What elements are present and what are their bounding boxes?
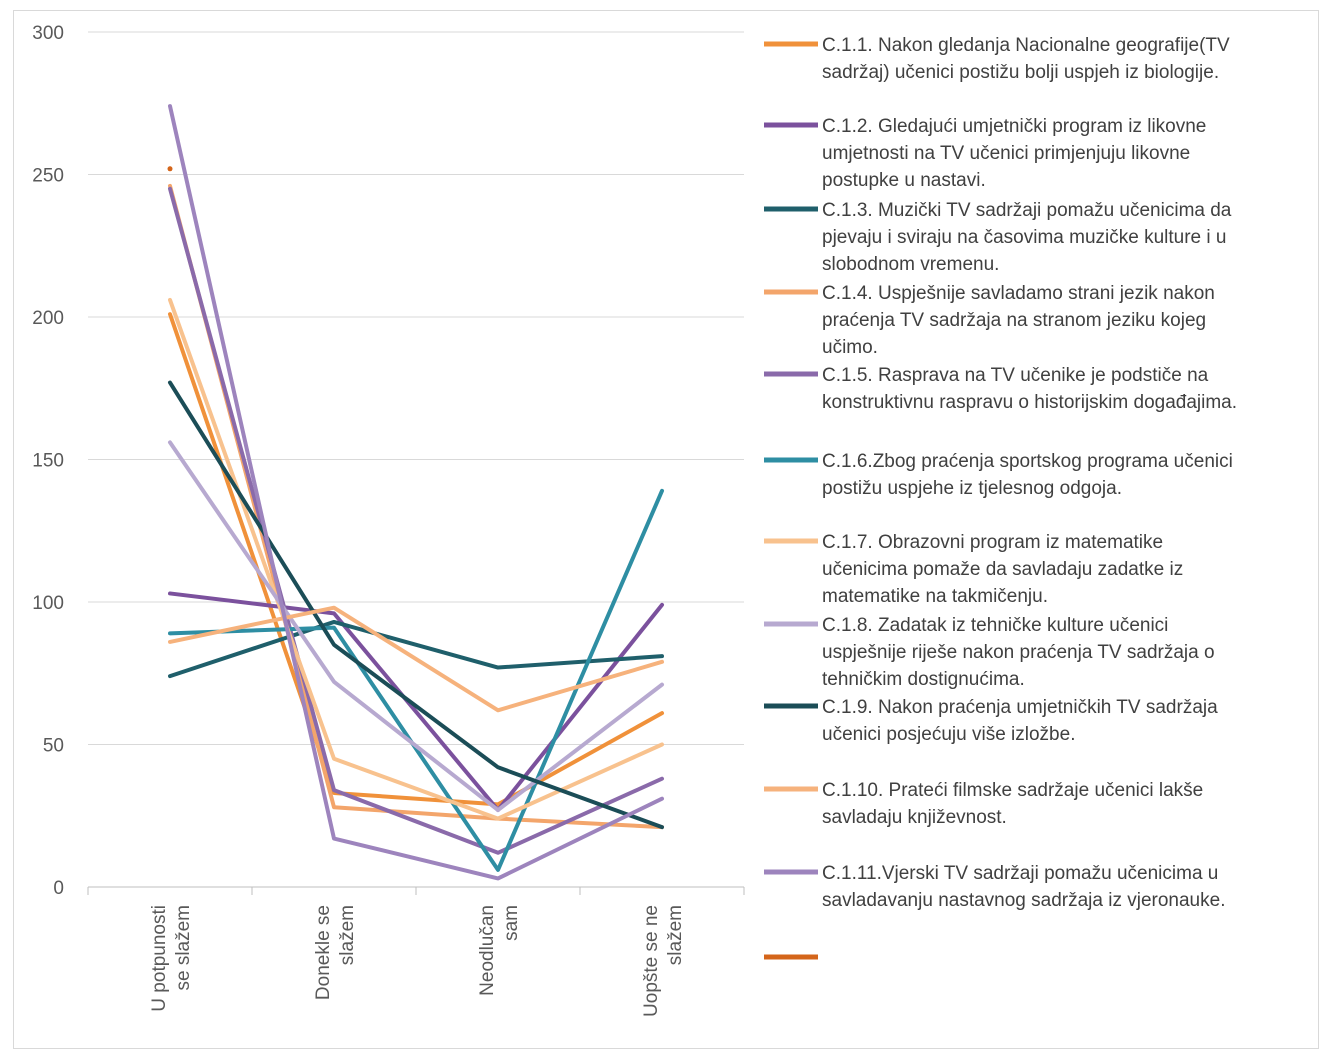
x-tick-label-line: U potpunosti [149,905,170,1012]
x-tick-label-line: Uopšte se ne [641,905,662,1017]
x-tick-label: Neodlučan sam [477,905,522,996]
legend-label-line: savladavanju nastavnog sadržaja iz vjero… [822,890,1225,911]
legend-label-line: C.1.6.Zbog praćenja sportskog programa u… [822,451,1233,472]
x-tick-label-line: Donekle se [313,905,334,1000]
legend-label-line: C.1.7. Obrazovni program iz matematike [822,532,1163,553]
x-tick-label-line: se slažem [173,905,194,991]
y-tick-label: 0 [53,878,64,899]
series-line-9 [168,380,664,830]
legend-entry-5: C.1.5. Rasprava na TV učenike je podstič… [764,365,1237,413]
series-line-5 [168,186,664,855]
legend-entry-3: C.1.3. Muzički TV sadržaji pomažu učenic… [764,200,1232,275]
x-tick-label: U potpunosti se slažem [149,905,194,1012]
x-tick-label-line: Neodlučan [477,905,498,996]
legend-label-line: matematike na takmičenju. [822,586,1048,607]
y-tick-label: 100 [32,593,64,614]
legend-label-line: učenici posjećuju više izložbe. [822,724,1075,745]
legend-label-line: postižu uspjehe iz tjelesnog odgoja. [822,478,1122,499]
x-axis: U potpunosti se slažem Donekle se slažem Neo… [87,886,745,1017]
legend-entry-10: C.1.10. Prateći filmske sadržaje učenici… [764,780,1203,828]
legend-label-line: umjetnosti na TV učenici primjenjuju lik… [822,143,1190,164]
legend-entry-2: C.1.2. Gledajući umjetnički program iz l… [764,116,1206,191]
legend-label-line: C.1.8. Zadatak iz tehničke kulture učeni… [822,615,1168,636]
y-tick-label: 50 [43,736,64,757]
series-point-12 [167,166,173,172]
y-axis: 0 50 100 150 200 250 300 [32,23,64,899]
legend-entry-7: C.1.7. Obrazovni program iz matematike uč… [764,532,1183,607]
legend-label-line: pjevaju i sviraju na časovima muzičke ku… [822,227,1226,248]
legend-label-line: C.1.4. Uspješnije savladamo strani jezik… [822,283,1215,304]
legend-label-line: C.1.2. Gledajući umjetnički program iz l… [822,116,1206,137]
legend-label-line: slobodnom vremenu. [822,254,999,275]
legend-label-line: praćenja TV sadržaja na stranom jeziku k… [822,310,1206,331]
series-line-8 [168,440,664,813]
y-tick-label: 300 [32,23,64,44]
x-tick-label: Uopšte se ne slažem [641,905,686,1017]
series-line-3 [168,619,664,679]
legend-entry-9: C.1.9. Nakon praćenja umjetničkih TV sad… [764,697,1218,745]
y-tick-label: 150 [32,451,64,472]
series-line-11 [168,104,664,881]
legend-label-line: C.1.1. Nakon gledanja Nacionalne geograf… [822,35,1230,56]
legend-entry-6: C.1.6.Zbog praćenja sportskog programa u… [764,451,1233,499]
legend: C.1.1. Nakon gledanja Nacionalne geograf… [764,35,1237,960]
x-tick-label-line: slažem [337,905,358,965]
series-line-1 [168,312,664,807]
legend-label-line: učimo. [822,337,878,358]
gridlines [88,31,744,745]
legend-label-line: C.1.10. Prateći filmske sadržaje učenici… [822,780,1203,801]
legend-label-line: postupke u nastavi. [822,170,986,191]
legend-label-line: uspješnije riješe nakon praćenja TV sadr… [822,642,1215,663]
legend-label-line: konstruktivnu raspravu o historijskim do… [822,392,1237,413]
series-line-6 [168,488,664,872]
legend-label-line: učenicima pomaže da savladaju zadatke iz [822,559,1183,580]
chart-frame [13,10,1319,1049]
legend-label-line: sadržaj) učenici postižu bolji uspjeh iz… [822,62,1219,83]
x-tick-label: Donekle se slažem [313,905,358,1000]
series-line-2 [168,591,664,813]
plot-area [167,104,664,881]
legend-entry-8: C.1.8. Zadatak iz tehničke kulture učeni… [764,615,1215,690]
legend-entry-11: C.1.11.Vjerski TV sadržaji pomažu učenic… [764,863,1225,911]
legend-label-line: tehničkim dostignućima. [822,669,1025,690]
series-line-7 [168,297,664,821]
legend-label-line: C.1.3. Muzički TV sadržaji pomažu učenic… [822,200,1232,221]
legend-label-line: C.1.11.Vjerski TV sadržaji pomažu učenic… [822,863,1218,884]
legend-label-line: C.1.9. Nakon praćenja umjetničkih TV sad… [822,697,1218,718]
y-tick-label: 200 [32,308,64,329]
legend-label-line: C.1.5. Rasprava na TV učenike je podstič… [822,365,1209,386]
legend-entry-1: C.1.1. Nakon gledanja Nacionalne geograf… [764,35,1230,83]
y-tick-label: 250 [32,166,64,187]
series-line-10 [168,605,664,713]
x-tick-label-line: slažem [665,905,686,965]
legend-label-line: savladaju književnost. [822,807,1007,828]
x-tick-label-line: sam [501,905,522,941]
legend-entry-4: C.1.4. Uspješnije savladamo strani jezik… [764,283,1215,358]
